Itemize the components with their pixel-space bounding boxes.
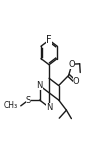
Text: S: S — [26, 96, 31, 105]
Text: O: O — [73, 77, 79, 86]
Text: N: N — [46, 103, 52, 112]
Text: F: F — [46, 35, 52, 45]
Text: O: O — [68, 60, 75, 69]
Text: N: N — [36, 81, 43, 90]
Text: CH₃: CH₃ — [4, 101, 18, 110]
